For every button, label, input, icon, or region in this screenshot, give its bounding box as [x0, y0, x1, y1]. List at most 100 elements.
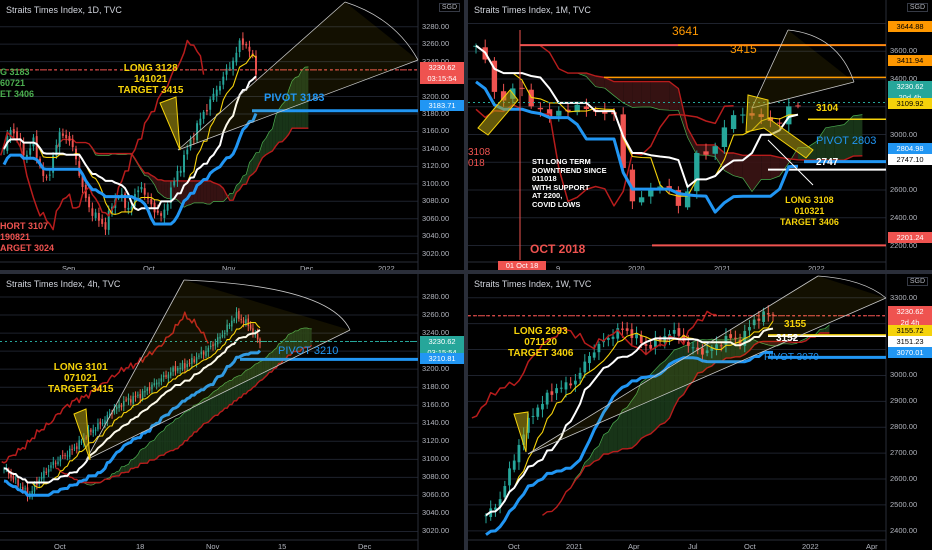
candle-body	[657, 186, 663, 188]
candle-body	[91, 208, 94, 216]
x-tick-label: 2020	[628, 264, 645, 270]
candle-body	[97, 213, 100, 221]
candle-body	[99, 421, 102, 425]
candle-body	[125, 399, 127, 401]
candle-body	[222, 76, 225, 85]
ichimoku-cloud	[255, 363, 258, 387]
divider-vertical[interactable]	[464, 0, 468, 550]
candle-body	[162, 375, 165, 378]
ichimoku-cloud	[761, 155, 771, 180]
y-tick-label: 2500.00	[890, 499, 918, 509]
candle-body	[653, 338, 657, 347]
ichimoku-cloud	[844, 115, 854, 161]
y-tick-label: 3040.00	[422, 508, 450, 518]
ichimoku-cloud	[820, 328, 825, 333]
pivot-trail-line	[475, 80, 799, 214]
candle-body	[148, 387, 151, 391]
candle-body	[621, 328, 624, 330]
ichimoku-cloud	[641, 378, 646, 439]
lagging-span	[1, 311, 209, 464]
pivot-label: PIVOT 3210	[278, 345, 339, 357]
divider-horizontal[interactable]	[0, 270, 932, 274]
conversion-line	[485, 320, 774, 516]
candle-body	[108, 413, 111, 416]
ichimoku-cloud	[130, 459, 134, 469]
candle-body	[14, 478, 17, 480]
ichimoku-cloud	[234, 376, 237, 401]
ichimoku-cloud	[144, 445, 148, 464]
currency-label: SGD	[906, 277, 928, 286]
candle-body	[127, 398, 130, 401]
y-tick-label: 3280.00	[422, 21, 450, 31]
y-tick-label: 3200.00	[422, 364, 450, 374]
candle-body	[564, 382, 568, 390]
chart-pane-4h[interactable]: Straits Times Index, 4h, TVC SGD 3280.00…	[0, 274, 464, 550]
fan-line-lower	[177, 59, 419, 151]
candle-body	[139, 394, 141, 399]
y-tick-label: 2700.00	[890, 448, 918, 458]
candle-body	[155, 382, 158, 385]
ichimoku-cloud	[265, 132, 270, 155]
ichimoku-cloud	[257, 361, 260, 383]
candle-body	[107, 210, 110, 230]
candle-body	[61, 455, 64, 457]
ichimoku-cloud	[260, 360, 263, 381]
candle-body	[36, 481, 38, 486]
ichimoku-cloud	[834, 124, 844, 161]
candle-body	[658, 338, 662, 342]
candle-body	[188, 362, 191, 364]
ichimoku-cloud	[133, 457, 136, 469]
candle-body	[703, 151, 709, 155]
fan-line-upper	[527, 275, 819, 455]
candle-body	[574, 380, 577, 385]
candle-body	[133, 194, 136, 207]
candle-body	[503, 486, 507, 498]
candle-body	[3, 148, 5, 150]
long-entry-arrow	[73, 408, 91, 461]
conversion-line	[3, 322, 261, 489]
candle-body	[694, 152, 700, 192]
candle-body	[25, 154, 28, 158]
candle-body	[200, 351, 203, 355]
chart-pane-daily[interactable]: Straits Times Index, 1D, TVC SGD 3280.00…	[0, 0, 464, 270]
long-entry-arrow	[745, 94, 814, 159]
candle-body	[209, 99, 212, 110]
candle-body	[611, 336, 615, 339]
pivot-price-tag: 3210.81	[420, 353, 464, 364]
candle-body	[219, 336, 221, 339]
candle-body	[115, 406, 118, 410]
candle-body	[649, 344, 653, 349]
candle-body	[712, 146, 718, 154]
candle-body	[71, 448, 73, 450]
y-tick-label: 3140.00	[422, 418, 450, 428]
conversion-line	[475, 45, 799, 197]
last-price-tag: 3230.62 03:15:54	[420, 62, 464, 84]
fan-arc	[787, 29, 855, 83]
candle-body	[724, 335, 728, 345]
candle-body	[597, 343, 601, 353]
candle-body	[559, 387, 563, 389]
level-3641-label: 3641	[672, 24, 699, 38]
candle-body	[705, 350, 709, 354]
level-3415-label: 3415	[730, 42, 757, 56]
pivot-price-tag: 2804.98	[888, 143, 932, 154]
candle-body	[715, 344, 718, 350]
candle-body	[675, 190, 682, 206]
ichimoku-cloud	[660, 81, 670, 111]
x-tick-label: 9	[556, 264, 561, 270]
chart-title: Straits Times Index, 1W, TVC	[474, 279, 592, 289]
fan-line-upper	[177, 1, 346, 151]
ichimoku-cloud	[623, 81, 633, 108]
ichimoku-cloud	[182, 412, 185, 445]
ichimoku-cloud	[768, 341, 773, 346]
chart-pane-weekly[interactable]: Straits Times Index, 1W, TVC SGD 3300.00…	[468, 274, 932, 550]
chart-pane-monthly[interactable]: Straits Times Index, 1M, TVC SGD 3800.00…	[468, 0, 932, 270]
tenkan-tag: 3155.72	[888, 325, 932, 336]
y-tick-label: 3060.00	[422, 213, 450, 223]
ichimoku-cloud	[126, 464, 129, 473]
date-marker-tag: 01 Oct 18	[498, 261, 546, 270]
candle-body	[179, 170, 182, 173]
candle-body	[226, 324, 228, 333]
ichimoku-cloud	[595, 76, 605, 89]
candle-body	[19, 486, 22, 488]
